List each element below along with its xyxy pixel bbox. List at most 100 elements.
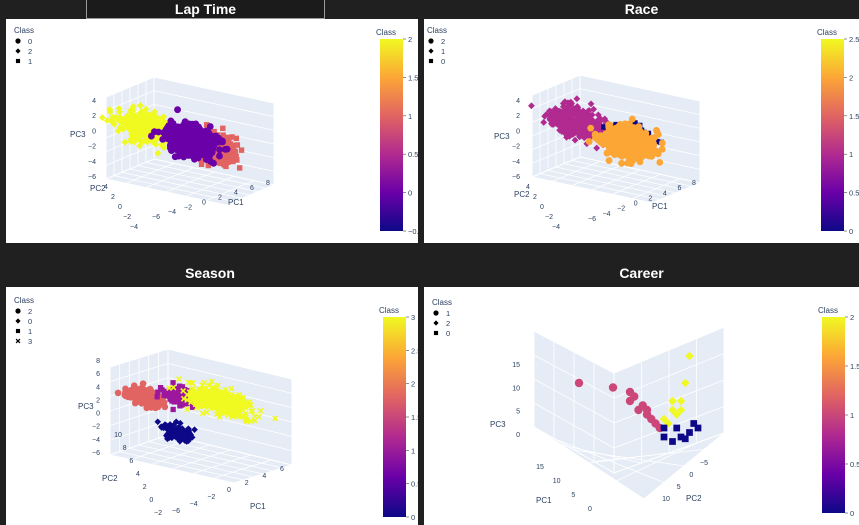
- data-point: [164, 435, 171, 443]
- pc3-tick-label: 2: [516, 113, 520, 120]
- colorbar-title: Class: [376, 28, 396, 37]
- chart-panel-career[interactable]: 15 10 5 0 15 10 5 0 10 5 0 −5 PC3 PC1 PC2 Class 1 2 0 Class…: [424, 287, 859, 525]
- legend-label-3: 3: [28, 337, 32, 346]
- data-point: [656, 158, 664, 166]
- data-point: [234, 142, 241, 148]
- data-point: [570, 123, 578, 130]
- data-point: [136, 112, 144, 120]
- data-point: [205, 402, 211, 409]
- data-point: [178, 146, 186, 153]
- legend-label-1: 1: [28, 327, 32, 336]
- data-point: [133, 113, 141, 121]
- pc1-tick-label: 6: [280, 466, 284, 473]
- data-point: [585, 138, 593, 145]
- data-point: [175, 376, 182, 383]
- gridline: [145, 161, 267, 189]
- data-point: [541, 112, 549, 120]
- data-point: [231, 401, 238, 408]
- data-point: [160, 144, 168, 152]
- data-point: [660, 433, 668, 441]
- data-point: [549, 115, 557, 123]
- data-point: [620, 142, 628, 150]
- pc1-tick-label: −2: [207, 494, 215, 501]
- cluster-class-0: [154, 418, 198, 445]
- cluster-class-2: [659, 351, 694, 428]
- legend-label-1: 1: [446, 309, 450, 318]
- data-point: [676, 405, 686, 415]
- pc2-tick-label: −2: [545, 214, 553, 221]
- pc2-tick-label: −4: [130, 224, 138, 231]
- chart-panel-lap-time[interactable]: −6 −4 −2 0 2 4 6 8 −4 −2 0 2 4 4 2 0 −2 −4 −6 PC1 PC2 PC3 Clas…: [6, 19, 418, 243]
- data-point: [155, 128, 162, 136]
- pc3-tick-label: 8: [96, 358, 100, 365]
- data-point: [658, 145, 666, 153]
- data-point: [668, 396, 677, 406]
- data-point: [161, 422, 169, 429]
- legend-marker-2: [433, 320, 439, 326]
- data-point: [136, 142, 144, 150]
- data-point: [540, 118, 548, 126]
- data-point: [233, 411, 240, 418]
- gridline: [167, 362, 293, 394]
- data-point: [127, 108, 135, 116]
- data-point: [112, 113, 119, 121]
- axis-title-pc1: PC1: [536, 496, 552, 505]
- colorbar-tick-label: 1.5: [850, 362, 859, 371]
- data-point: [668, 405, 677, 415]
- data-point: [216, 146, 223, 154]
- chart-race[interactable]: −6−4−202468−4−2024420−2−4−6PC1PC2PC3Clas…: [424, 19, 859, 243]
- chart-panel-race[interactable]: −6 −4 −2 0 2 4 6 8 −4 −2 0 2 4 4 2 0 −2 −4 −6 PC1 PC2 PC3 Clas…: [424, 19, 859, 243]
- pc2-tick-label: −2: [154, 510, 162, 517]
- data-point: [249, 407, 256, 414]
- legend-label-2: 2: [28, 307, 32, 316]
- data-point: [142, 125, 150, 132]
- pc3-tick-label: 4: [96, 384, 100, 391]
- legend-marker-1: [15, 328, 21, 334]
- legend-marker-2: [15, 308, 21, 314]
- pc1-tick-label: 2: [218, 195, 222, 202]
- colorbar: Class 2 1.5 1 0.5 0 −0.5: [376, 28, 418, 236]
- chart-season[interactable]: −6−4−20246−2024681086420−2−4−6PC1PC2PC3C…: [6, 287, 418, 525]
- data-point: [615, 131, 623, 139]
- pc3-tick-label: −4: [512, 159, 520, 166]
- data-point: [169, 395, 175, 401]
- gridline: [153, 103, 275, 131]
- data-point: [247, 402, 254, 409]
- data-point: [152, 141, 160, 148]
- gridline: [153, 90, 275, 118]
- data-point: [188, 394, 195, 401]
- colorbar-tick-label: 1: [408, 112, 412, 121]
- data-point: [565, 123, 573, 131]
- legend-marker-2: [428, 38, 434, 44]
- data-point: [176, 133, 184, 141]
- scene-floor: [533, 426, 725, 500]
- axis-title-pc3: PC3: [78, 402, 94, 411]
- data-point: [568, 100, 575, 108]
- data-point: [568, 128, 576, 135]
- cluster-class-1: [574, 378, 664, 433]
- data-point: [139, 385, 147, 392]
- data-point: [650, 141, 658, 149]
- data-point: [159, 120, 166, 128]
- data-point: [236, 391, 243, 398]
- data-point: [596, 114, 604, 122]
- data-point: [142, 105, 150, 113]
- data-point: [184, 133, 192, 141]
- panel-title-race: Race: [624, 1, 659, 17]
- pc2-tick-label: 0: [149, 497, 153, 504]
- data-point: [634, 405, 643, 415]
- chart-panel-season[interactable]: −6 −4 −2 0 2 4 6 −2 0 2 4 6 8 10 8 6 4 2 0 −2 −4 −6 PC1 PC2 PC3 C…: [6, 287, 418, 525]
- chart-lap-time[interactable]: −6−4−202468−4−2024420−2−4−6PC1PC2PC3Clas…: [6, 19, 418, 243]
- legend-title: Class: [14, 296, 34, 305]
- data-point: [560, 115, 568, 123]
- pc3-tick-label: 4: [516, 98, 520, 105]
- data-point: [566, 132, 573, 140]
- pc1-tick-label: 10: [553, 478, 561, 485]
- data-point: [206, 123, 214, 130]
- pc2-tick-label: −4: [552, 224, 560, 231]
- data-point: [223, 390, 230, 397]
- gridline: [613, 406, 725, 449]
- cluster-class-2: [585, 115, 666, 167]
- legend-label-2: 2: [446, 319, 450, 328]
